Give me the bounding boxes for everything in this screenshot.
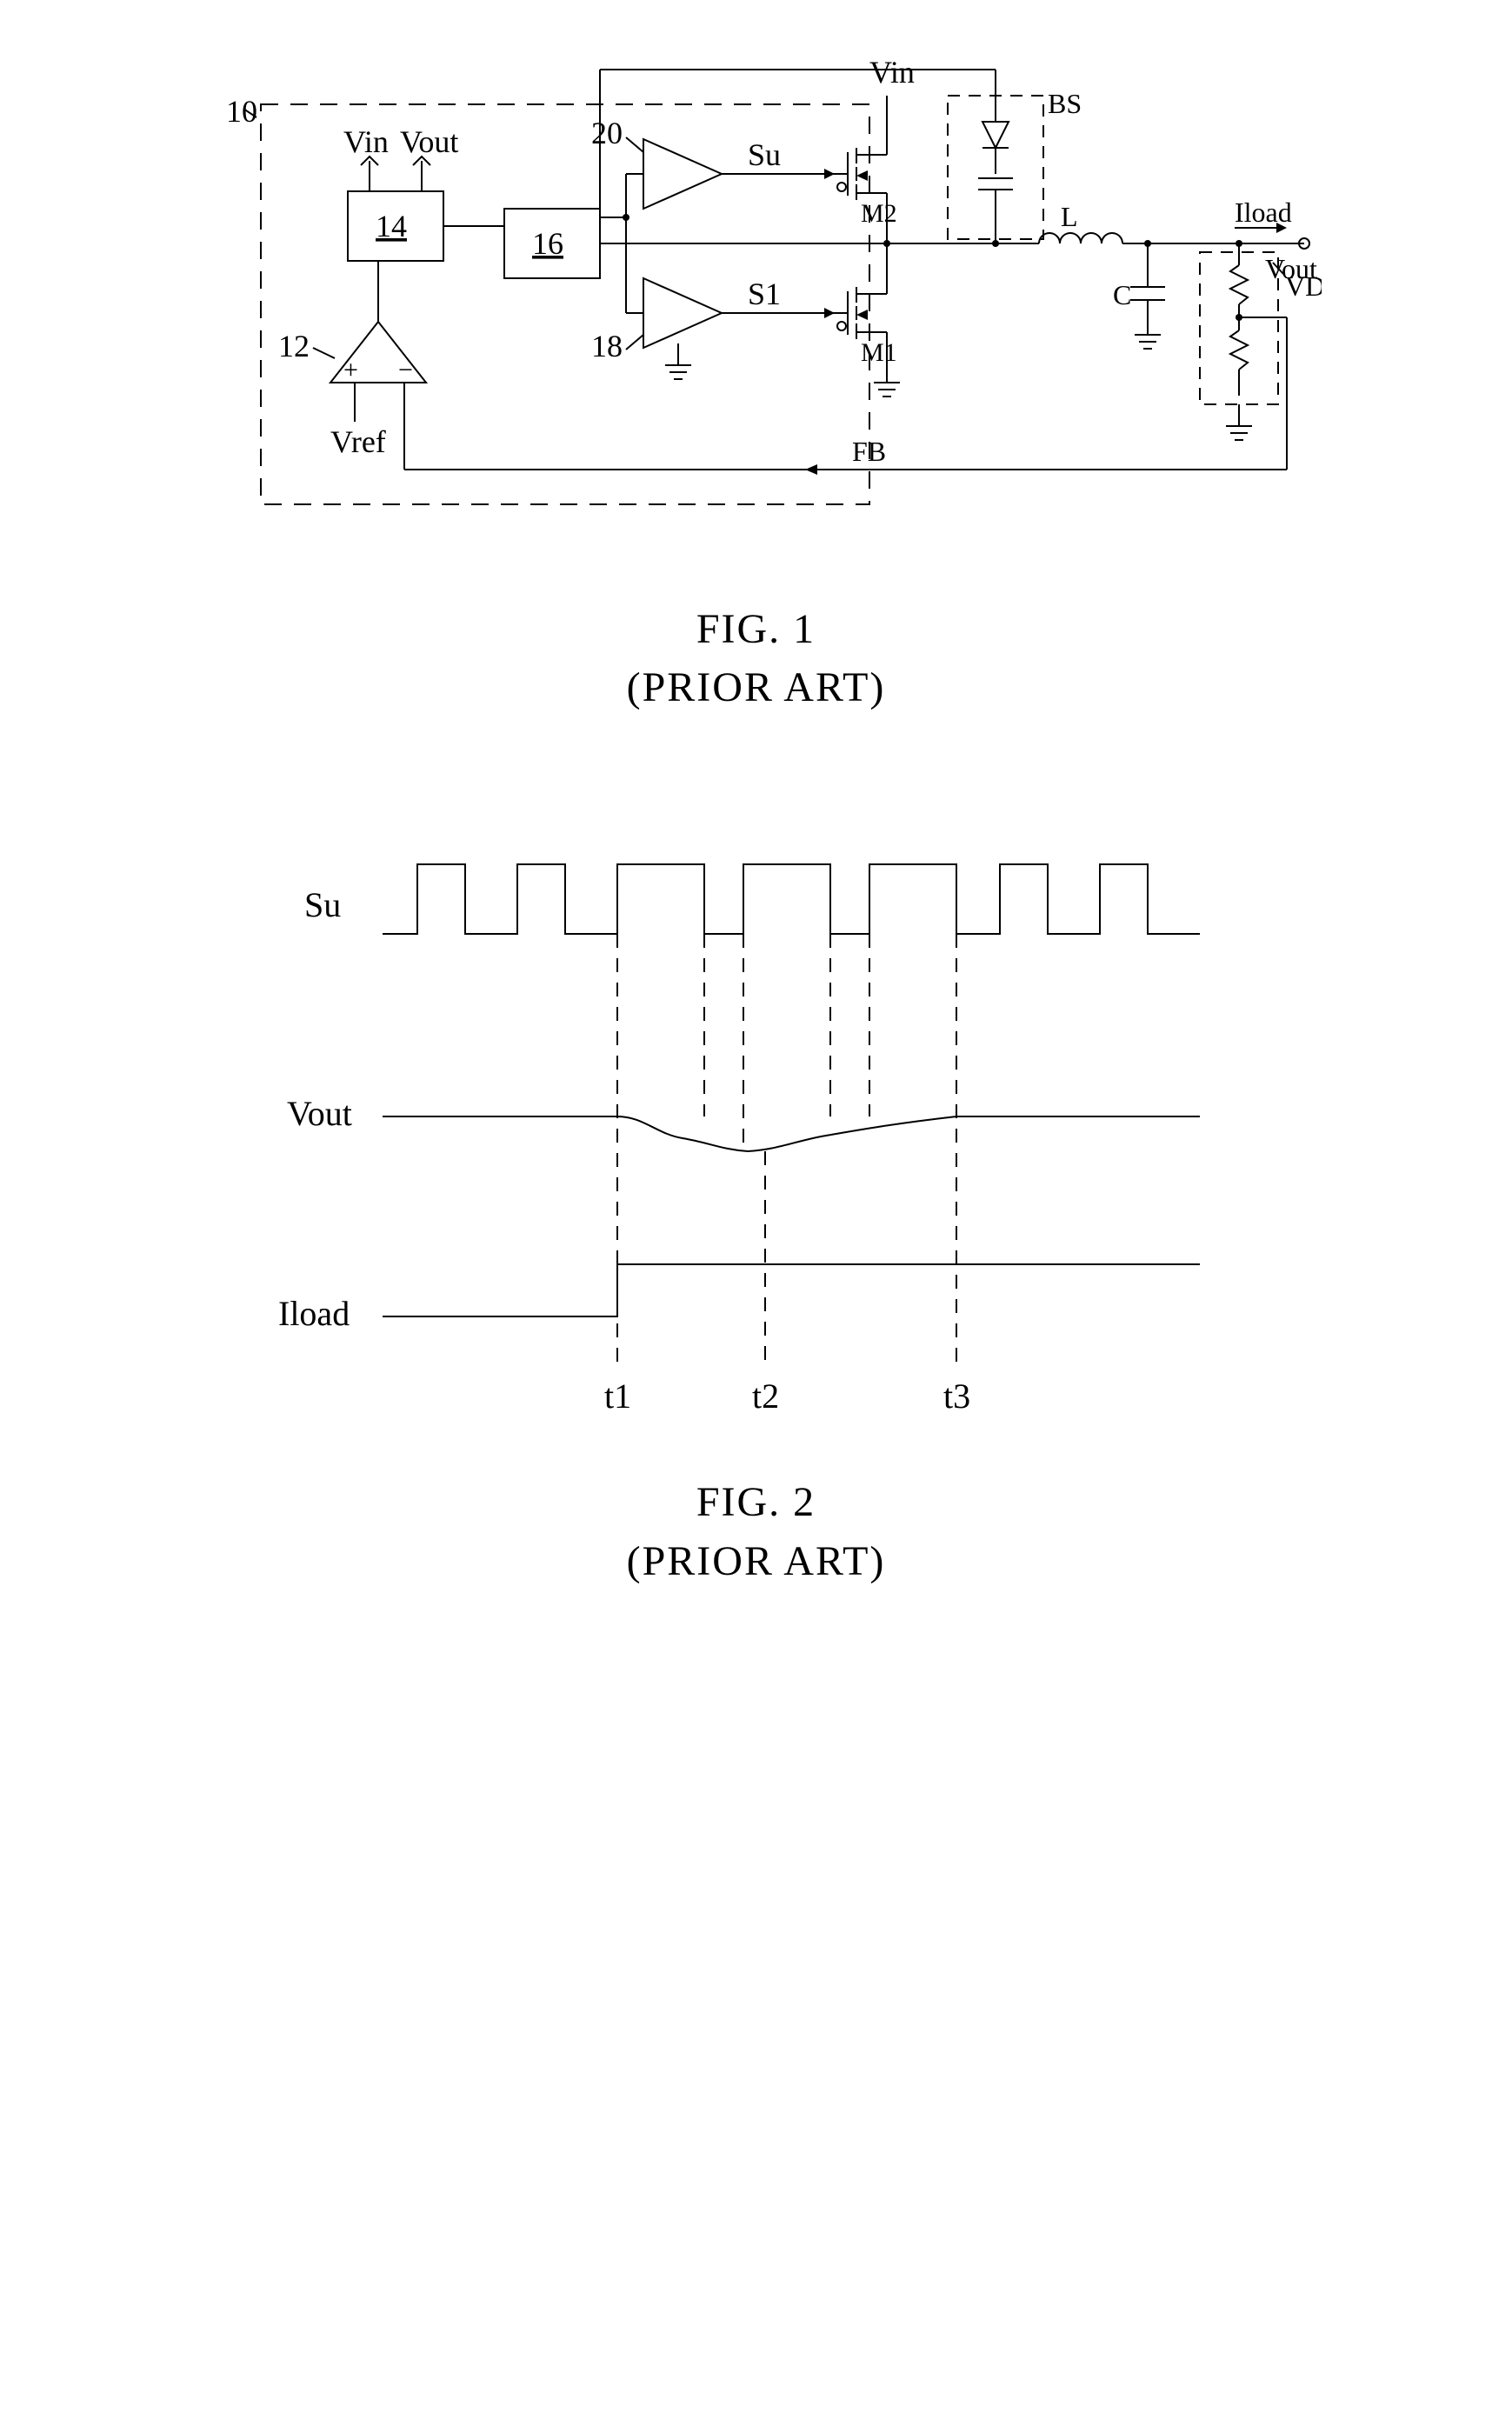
time-marker-t3: t3 xyxy=(943,1376,970,1416)
signal-label-vout: Vout xyxy=(287,1094,352,1133)
refdes-12: 12 xyxy=(278,329,310,363)
figure-1: 10 + − Vref 12 14 Vin xyxy=(35,35,1477,716)
signal-label-su: Su xyxy=(304,885,341,924)
refdes-vd: VD xyxy=(1285,270,1322,302)
timing-diagram: Su Vout Iload t1 xyxy=(278,821,1235,1447)
label-vin-top: Vin xyxy=(869,55,915,90)
refdes-m2: M2 xyxy=(861,199,897,228)
refdes-14: 14 xyxy=(376,209,407,243)
label-su: Su xyxy=(748,137,781,172)
label-fb: FB xyxy=(852,436,886,467)
label-vin-left: Vin xyxy=(343,124,389,159)
caption-line: (PRIOR ART) xyxy=(627,1532,886,1590)
label-iload: Iload xyxy=(1235,197,1292,228)
refdes-10: 10 xyxy=(226,94,257,129)
time-marker-t1: t1 xyxy=(604,1376,631,1416)
refdes-bs: BS xyxy=(1048,88,1082,119)
figure-2: Su Vout Iload t1 xyxy=(35,821,1477,1590)
patent-figure-page: 10 + − Vref 12 14 Vin xyxy=(35,35,1477,1590)
caption-line: FIG. 1 xyxy=(627,600,886,658)
svg-text:−: − xyxy=(398,356,413,384)
caption-line: FIG. 2 xyxy=(627,1473,886,1531)
time-marker-t2: t2 xyxy=(752,1376,779,1416)
figure-1-caption: FIG. 1 (PRIOR ART) xyxy=(627,600,886,716)
label-s1: S1 xyxy=(748,277,781,311)
refdes-m1: M1 xyxy=(861,338,897,367)
figure-2-caption: FIG. 2 (PRIOR ART) xyxy=(627,1473,886,1590)
caption-line: (PRIOR ART) xyxy=(627,658,886,716)
refdes-16: 16 xyxy=(532,226,563,261)
label-vref: Vref xyxy=(330,424,386,459)
refdes-c: C xyxy=(1113,279,1131,310)
refdes-l: L xyxy=(1061,201,1078,232)
label-vout-left: Vout xyxy=(400,124,458,159)
output-cap: C xyxy=(1113,240,1165,349)
circuit-schematic: 10 + − Vref 12 14 Vin xyxy=(191,35,1322,574)
svg-text:+: + xyxy=(343,356,358,384)
signal-label-iload: Iload xyxy=(278,1294,350,1333)
refdes-18: 18 xyxy=(591,329,623,363)
refdes-20: 20 xyxy=(591,116,623,150)
